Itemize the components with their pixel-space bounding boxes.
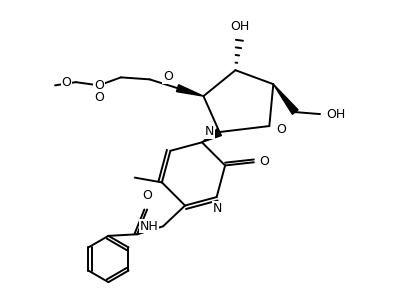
Text: O: O <box>259 155 269 168</box>
Text: O: O <box>61 76 71 89</box>
Text: OH: OH <box>326 107 345 120</box>
Text: O: O <box>142 189 152 202</box>
Text: NH: NH <box>140 220 158 233</box>
Text: N: N <box>213 202 222 215</box>
Polygon shape <box>176 85 203 96</box>
Text: OH: OH <box>231 20 250 33</box>
Text: O: O <box>277 123 286 136</box>
Text: O: O <box>94 91 104 104</box>
Text: O: O <box>163 70 173 83</box>
Polygon shape <box>273 84 298 114</box>
Text: N: N <box>205 125 215 138</box>
Text: O: O <box>94 79 104 92</box>
Polygon shape <box>202 128 221 142</box>
